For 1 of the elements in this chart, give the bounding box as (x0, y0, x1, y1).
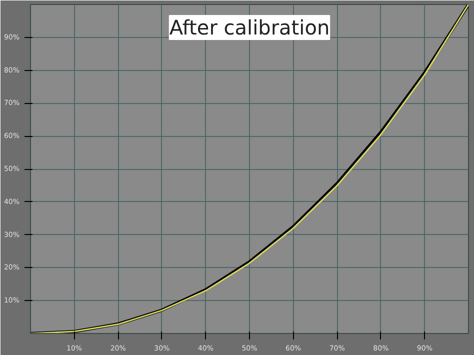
text: After calibration (169, 16, 330, 40)
